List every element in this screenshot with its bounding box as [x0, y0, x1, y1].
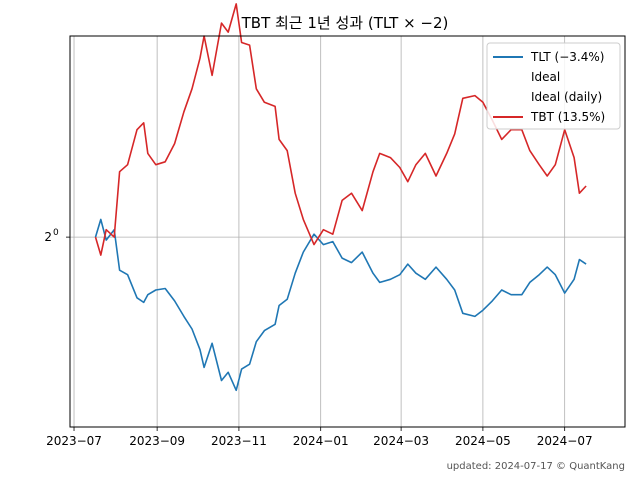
legend-box	[486, 42, 621, 130]
series-line-1	[94, 3, 587, 256]
series-line-0	[94, 218, 587, 392]
chart-title: TBT 최근 1년 성과 (TLT × −2)	[241, 14, 449, 32]
legend-label: Ideal	[531, 70, 560, 84]
y-tick-label: 2	[44, 230, 52, 244]
x-axis: 2023−07 2023−09 2023−11 2024−01 2024−03 2024−…	[46, 427, 593, 448]
x-tick-label: 2024−03	[373, 434, 429, 448]
y-tick-exponent: 0	[53, 228, 59, 238]
legend: TLT (−3.4%) Ideal Ideal (daily) TBT (13.5%)	[486, 42, 621, 130]
plot-frame	[69, 35, 626, 428]
x-tick-label: 2023−11	[211, 434, 267, 448]
footnote: updated: 2024-07-17 © QuantKang	[447, 461, 625, 472]
x-tick-label: 2023−07	[46, 434, 102, 448]
x-tick-label: 2024−01	[293, 434, 349, 448]
x-tick-label: 2024−07	[537, 434, 593, 448]
legend-label: Ideal (daily)	[531, 90, 602, 104]
series-layer	[94, 3, 587, 392]
legend-label: TLT (−3.4%)	[530, 50, 604, 64]
x-tick-label: 2023−09	[129, 434, 185, 448]
x-tick-label: 2024−05	[455, 434, 511, 448]
legend-label: TBT (13.5%)	[530, 110, 605, 124]
